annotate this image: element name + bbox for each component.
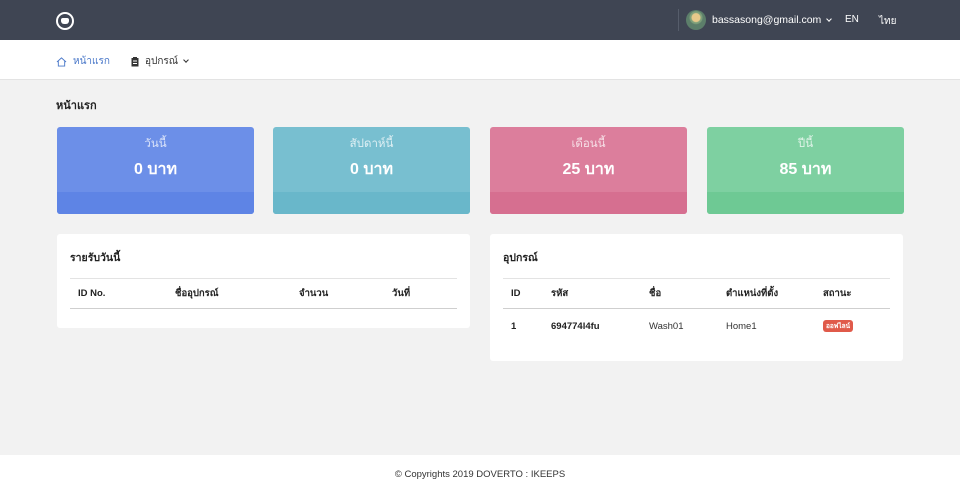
lang-th-link[interactable]: ไทย: [879, 16, 897, 27]
device-status: ออฟไลน์: [815, 309, 890, 344]
stat-label: สัปดาห์นี้: [349, 138, 394, 150]
card-title: อุปกรณ์: [503, 252, 538, 264]
nav-home-label: หน้าแรก: [73, 56, 110, 67]
nav-home[interactable]: หน้าแรก: [56, 54, 110, 69]
navigation-bar: หน้าแรก อุปกรณ์: [0, 40, 960, 80]
stat-card-footer: [707, 192, 904, 214]
chevron-down-icon: [183, 57, 189, 63]
stat-value: 0 บาท: [133, 161, 178, 178]
column-header: ชื่ออุปกรณ์: [167, 278, 291, 309]
column-header: ID: [503, 278, 543, 309]
device-id: 1: [511, 320, 517, 332]
app-logo-icon[interactable]: [56, 12, 74, 30]
table-row[interactable]: 1 694774l4fu Wash01 Home1 ออฟไลน์: [503, 309, 890, 344]
page-title: หน้าแรก: [56, 100, 97, 112]
card-title: รายรับวันนี้: [70, 252, 121, 264]
stat-label: เดือนนี้: [571, 138, 606, 150]
column-header: ตำแหน่งที่ตั้ง: [718, 278, 815, 309]
stat-label: วันนี้: [144, 138, 167, 150]
clipboard-icon: [131, 56, 139, 66]
income-today-card: รายรับวันนี้ ID No. ชื่ออุปกรณ์ จำนวน วั…: [57, 234, 470, 328]
column-header: ชื่อ: [641, 278, 718, 309]
lang-en-link[interactable]: EN: [845, 14, 859, 25]
stat-card-today: วันนี้ 0 บาท: [57, 127, 254, 214]
table-header-row: ID รหัส ชื่อ ตำแหน่งที่ตั้ง สถานะ: [503, 278, 890, 309]
header-divider: [678, 9, 679, 31]
top-header: bassasong@gmail.com EN ไทย: [0, 0, 960, 40]
stat-value: 85 บาท: [779, 161, 832, 178]
user-menu[interactable]: bassasong@gmail.com: [686, 10, 833, 30]
column-header: วันที่: [384, 278, 457, 309]
stat-label: ปีนี้: [797, 138, 814, 150]
status-badge: ออฟไลน์: [823, 320, 854, 333]
income-table: ID No. ชื่ออุปกรณ์ จำนวน วันที่: [70, 278, 457, 309]
stat-value: 25 บาท: [562, 161, 615, 178]
nav-device-label: อุปกรณ์: [145, 56, 179, 67]
table-header-row: ID No. ชื่ออุปกรณ์ จำนวน วันที่: [70, 278, 457, 309]
stat-card-year: ปีนี้ 85 บาท: [707, 127, 904, 214]
device-code: 694774l4fu: [551, 320, 600, 332]
device-location: Home1: [726, 320, 757, 332]
stat-card-footer: [490, 192, 687, 214]
device-name: Wash01: [649, 320, 684, 332]
stat-value: 0 บาท: [349, 161, 394, 178]
avatar: [686, 10, 706, 30]
stat-card-footer: [57, 192, 254, 214]
stat-card-week: สัปดาห์นี้ 0 บาท: [273, 127, 470, 214]
chevron-down-icon: [826, 15, 833, 22]
devices-card: อุปกรณ์ ID รหัส ชื่อ ตำแหน่งที่ตั้ง สถาน…: [490, 234, 903, 361]
home-icon: [56, 56, 67, 67]
column-header: รหัส: [543, 278, 641, 309]
user-email: bassasong@gmail.com: [712, 14, 822, 26]
stat-card-footer: [273, 192, 470, 214]
column-header: สถานะ: [815, 278, 890, 309]
devices-table: ID รหัส ชื่อ ตำแหน่งที่ตั้ง สถานะ 1 6947…: [503, 278, 890, 344]
column-header: ID No.: [70, 278, 167, 309]
footer-copyright: © Copyrights 2019 DOVERTO : IKEEPS: [0, 455, 960, 494]
stat-card-month: เดือนนี้ 25 บาท: [490, 127, 687, 214]
column-header: จำนวน: [291, 278, 384, 309]
nav-device-dropdown[interactable]: อุปกรณ์: [131, 54, 189, 69]
